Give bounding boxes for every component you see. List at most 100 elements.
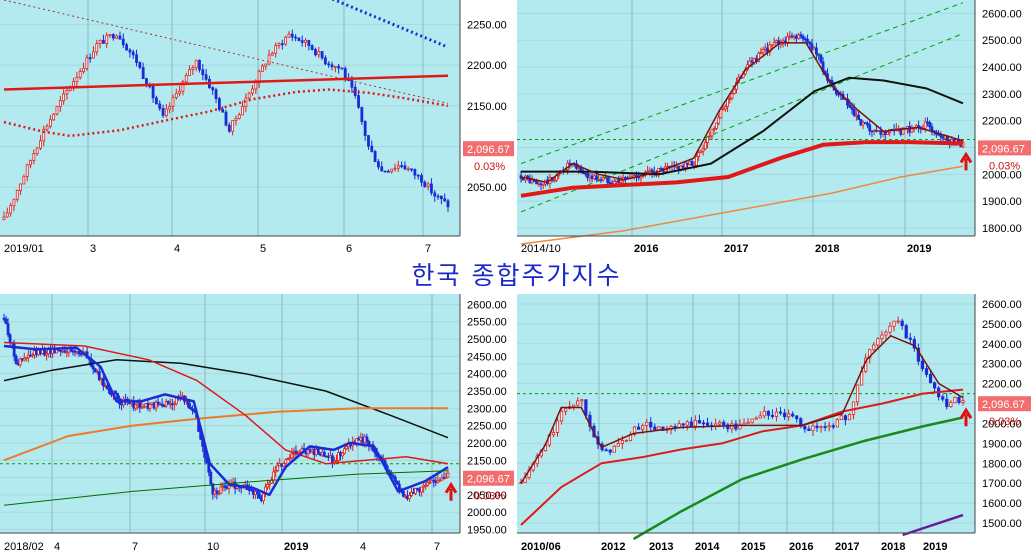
y-tick-label: 2600.00 (467, 299, 507, 311)
chart-panel-daily-long: 2600.00 2550.00 2500.00 2450.00 2400.00 2350.… (0, 294, 514, 555)
candle (953, 396, 957, 404)
price-label: 2,096.67 (982, 399, 1025, 411)
candle (750, 418, 754, 423)
candle (439, 195, 443, 200)
candle (22, 357, 26, 361)
candle (215, 490, 219, 494)
candle (58, 100, 62, 107)
candle (748, 60, 752, 66)
candle (555, 420, 560, 433)
y-tick-label: 2500.00 (467, 334, 507, 346)
candle (949, 402, 953, 408)
candle (219, 486, 223, 494)
y-tick-label: 2600.00 (982, 8, 1022, 20)
series-line (520, 33, 964, 213)
chart-svg-monthly: 2600.002500.002400.002300.002200.002100.… (517, 294, 1033, 555)
candle (105, 385, 109, 390)
candle (272, 471, 276, 481)
candle (201, 69, 205, 76)
candle (876, 338, 880, 346)
candle (768, 44, 772, 53)
candle (164, 108, 168, 116)
candle (118, 35, 122, 40)
candle (24, 357, 28, 360)
candle (188, 69, 191, 76)
candle (307, 39, 311, 46)
candle (390, 168, 394, 172)
candle (719, 108, 723, 119)
pct-label: 0.03% (989, 416, 1020, 428)
candle (310, 45, 314, 50)
up-arrow-icon (959, 151, 973, 171)
candle (910, 128, 914, 133)
candle (904, 325, 908, 339)
candle (360, 106, 364, 123)
candle (689, 421, 693, 427)
candle (184, 75, 188, 83)
candle (675, 165, 678, 168)
candle (98, 40, 102, 45)
y-tick-label: 2200.00 (982, 116, 1022, 128)
candle (957, 396, 961, 403)
candle (42, 128, 46, 142)
candle (595, 175, 598, 180)
candle (125, 44, 128, 51)
candle (25, 164, 29, 177)
candle (620, 440, 624, 444)
candle (787, 413, 791, 418)
candle (75, 76, 79, 82)
candle (262, 493, 265, 502)
candle (843, 415, 848, 421)
candle (839, 415, 843, 421)
candle (430, 183, 433, 194)
y-tick-label: 1900.00 (982, 196, 1022, 208)
candle (705, 422, 710, 426)
candle (327, 63, 331, 66)
candle (657, 426, 661, 430)
candle (703, 142, 707, 150)
candle (234, 118, 238, 122)
candle (121, 38, 125, 46)
candle (648, 169, 652, 172)
plot-background (0, 294, 460, 533)
candle (870, 130, 874, 133)
candle (297, 37, 301, 42)
candle (105, 34, 109, 44)
y-tick-label: 2150.00 (467, 101, 507, 113)
candle (214, 89, 218, 100)
candle (111, 34, 115, 39)
candle (270, 52, 274, 56)
candle (357, 95, 360, 108)
x-tick-label: 3 (90, 243, 96, 255)
candle (8, 334, 12, 343)
candle (576, 400, 580, 406)
candle (778, 411, 783, 414)
up-arrow-icon (444, 481, 458, 501)
candle (221, 109, 225, 113)
candle (367, 135, 370, 147)
candle (108, 34, 112, 36)
candle (400, 165, 404, 168)
candle (874, 129, 878, 132)
candle (141, 67, 145, 80)
candle (848, 104, 852, 108)
candle (77, 351, 81, 354)
candle (827, 425, 831, 428)
candle (837, 93, 841, 96)
x-tick-label: 2012 (601, 541, 625, 553)
candle (284, 36, 288, 45)
candle (617, 179, 621, 183)
candle (868, 349, 872, 359)
series-line (3, 341, 449, 465)
candle (559, 410, 564, 422)
candle (223, 485, 227, 488)
y-tick-label: 2200.00 (982, 379, 1022, 391)
candle (116, 392, 119, 399)
candle (171, 96, 175, 107)
x-tick-label: 2017 (724, 243, 748, 255)
candle (428, 481, 432, 484)
y-tick-label: 2000.00 (982, 418, 1022, 430)
candle (395, 480, 399, 485)
candle (783, 40, 787, 43)
plot-background (517, 294, 975, 533)
